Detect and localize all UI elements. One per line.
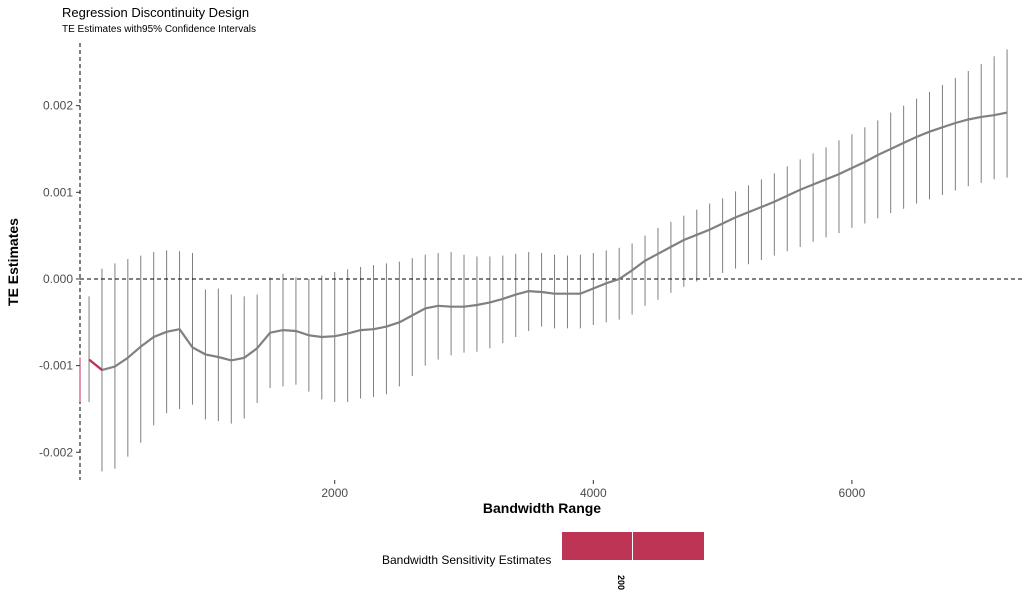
legend-color-bar <box>562 532 704 560</box>
series-line-group <box>79 111 1008 403</box>
chart-subtitle: TE Estimates with95% Confidence Interval… <box>62 24 256 35</box>
y-tick-label: 0.001 <box>43 185 73 199</box>
x-tick-label: 6000 <box>839 486 866 500</box>
reference-lines <box>79 43 1024 480</box>
x-axis-label: Bandwidth Range <box>483 500 601 516</box>
y-tick-label: 0.000 <box>43 272 73 286</box>
y-tick-label: -0.002 <box>39 445 73 459</box>
legend-label: Bandwidth Sensitivity Estimates <box>382 553 552 567</box>
highlight-segment <box>88 358 103 371</box>
errorbar-group <box>88 49 1008 472</box>
x-tick-label: 4000 <box>580 486 607 500</box>
chart-title: Regression Discontinuity Design <box>62 5 250 20</box>
y-tick-label: 0.002 <box>43 99 73 113</box>
y-tick-label: -0.001 <box>39 359 73 373</box>
x-axis-ticks: 2000 4000 6000 <box>321 480 866 500</box>
y-axis-ticks: -0.002 -0.001 0.000 0.001 0.002 <box>39 99 80 459</box>
legend-tick-mark <box>632 532 633 560</box>
y-axis-label: TE Estimates <box>5 218 21 306</box>
legend-tick-label: 200 <box>616 575 626 591</box>
series-line <box>88 111 1008 372</box>
x-tick-label: 2000 <box>321 486 348 500</box>
